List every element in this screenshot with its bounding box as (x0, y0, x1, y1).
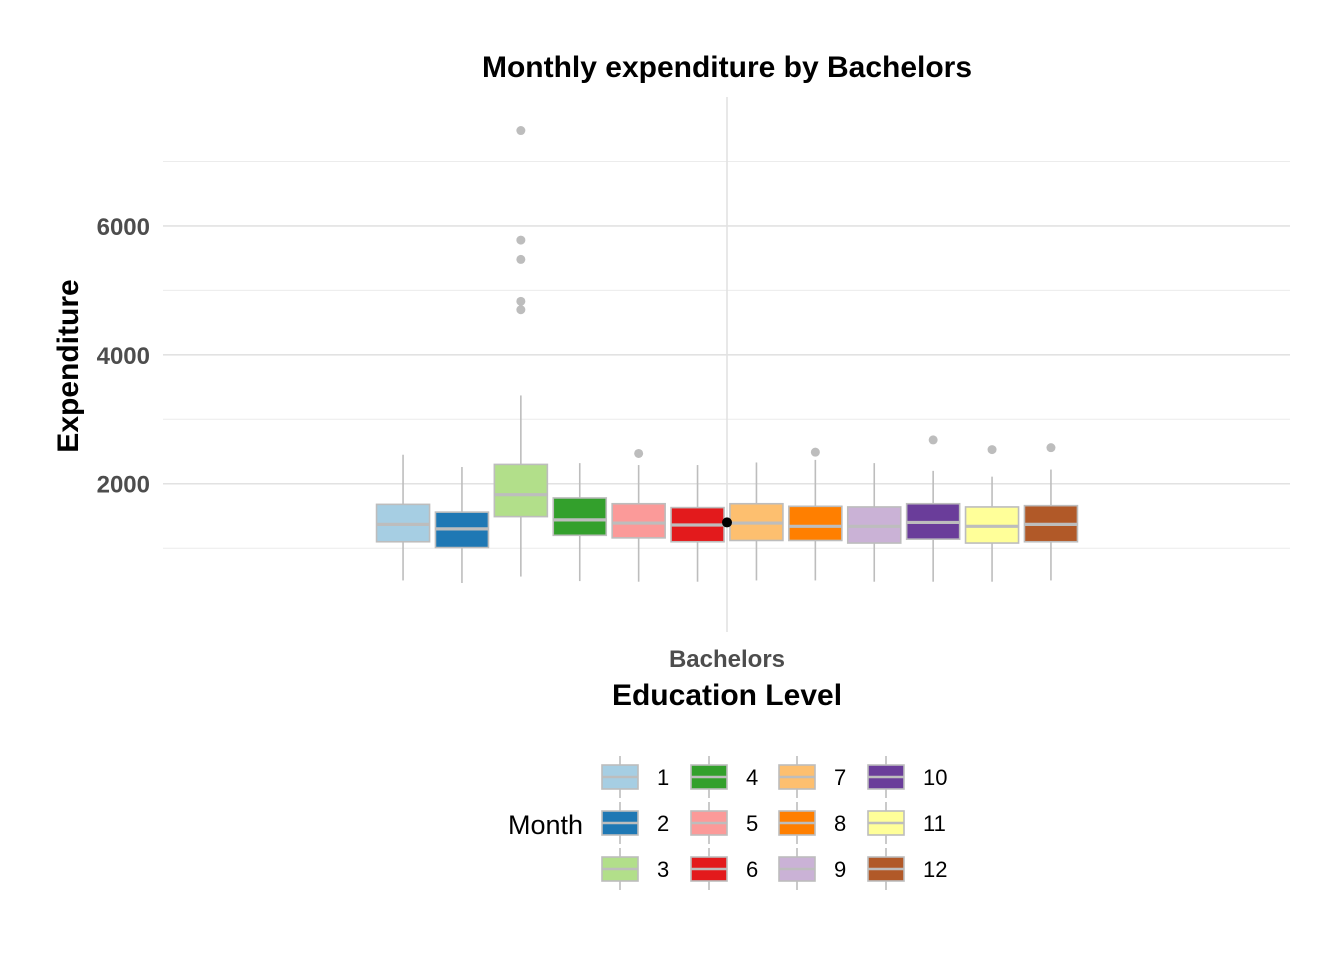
legend-item-12: 12 (867, 848, 947, 890)
legend-label: 11 (923, 811, 946, 836)
box-month-2 (434, 466, 490, 584)
legend-item-9: 9 (778, 848, 846, 890)
box-month-8 (788, 447, 843, 581)
box-month-7 (729, 462, 784, 581)
box-body (493, 463, 549, 518)
legend-label: 1 (657, 765, 669, 790)
x-axis-title: Education Level (612, 679, 842, 712)
outlier-point (810, 447, 820, 457)
y-axis-title: Expenditure (52, 279, 85, 452)
outlier-point (516, 296, 526, 306)
y-tick-label: 2000 (97, 472, 150, 499)
mean-point (722, 517, 732, 528)
x-tick-label: Bachelors (669, 646, 785, 673)
outlier-point (987, 445, 997, 455)
legend-item-1: 1 (601, 756, 669, 798)
outlier-point (516, 235, 526, 245)
box-month-10 (905, 435, 961, 582)
box-month-9 (846, 463, 902, 582)
y-tick-label: 6000 (97, 214, 150, 241)
legend-label: 6 (746, 857, 758, 882)
box-month-11 (964, 445, 1020, 582)
chart-title: Monthly expenditure by Bachelors (482, 51, 972, 84)
legend-label: 8 (834, 811, 846, 836)
legend-label: 3 (657, 857, 669, 882)
outlier-point (1046, 443, 1056, 453)
legend-item-6: 6 (690, 848, 758, 890)
boxplot-group (375, 126, 1079, 584)
legend-item-2: 2 (601, 802, 669, 844)
box-month-5 (611, 448, 666, 582)
outlier-point (634, 448, 644, 458)
legend-label: 9 (834, 857, 846, 882)
legend-label: 5 (746, 811, 758, 836)
outlier-point (928, 435, 938, 445)
legend-title: Month (508, 810, 583, 840)
legend-label: 4 (746, 765, 758, 790)
legend-item-11: 11 (867, 802, 946, 844)
y-tick-label: 4000 (97, 343, 150, 370)
legend-label: 2 (657, 811, 669, 836)
legend-label: 10 (923, 765, 947, 790)
box-month-1 (375, 454, 431, 581)
box-body (788, 505, 843, 542)
outlier-point (516, 126, 526, 136)
box-month-3 (493, 126, 549, 577)
box-body (611, 502, 666, 539)
grid-lines (163, 97, 1290, 632)
box-month-6 (670, 465, 725, 582)
y-axis-ticks: 2000 4000 6000 (97, 214, 150, 499)
outlier-point (516, 254, 526, 264)
box-body (552, 497, 608, 537)
legend-item-8: 8 (778, 802, 846, 844)
legend-item-5: 5 (690, 802, 758, 844)
legend-item-7: 7 (778, 756, 846, 798)
legend-item-3: 3 (601, 848, 669, 890)
legend-label: 7 (834, 765, 846, 790)
box-month-4 (552, 463, 608, 582)
legend-item-10: 10 (867, 756, 947, 798)
outlier-point (516, 305, 526, 315)
legend-item-4: 4 (690, 756, 758, 798)
legend-label: 12 (923, 857, 947, 882)
box-month-12 (1023, 443, 1079, 581)
